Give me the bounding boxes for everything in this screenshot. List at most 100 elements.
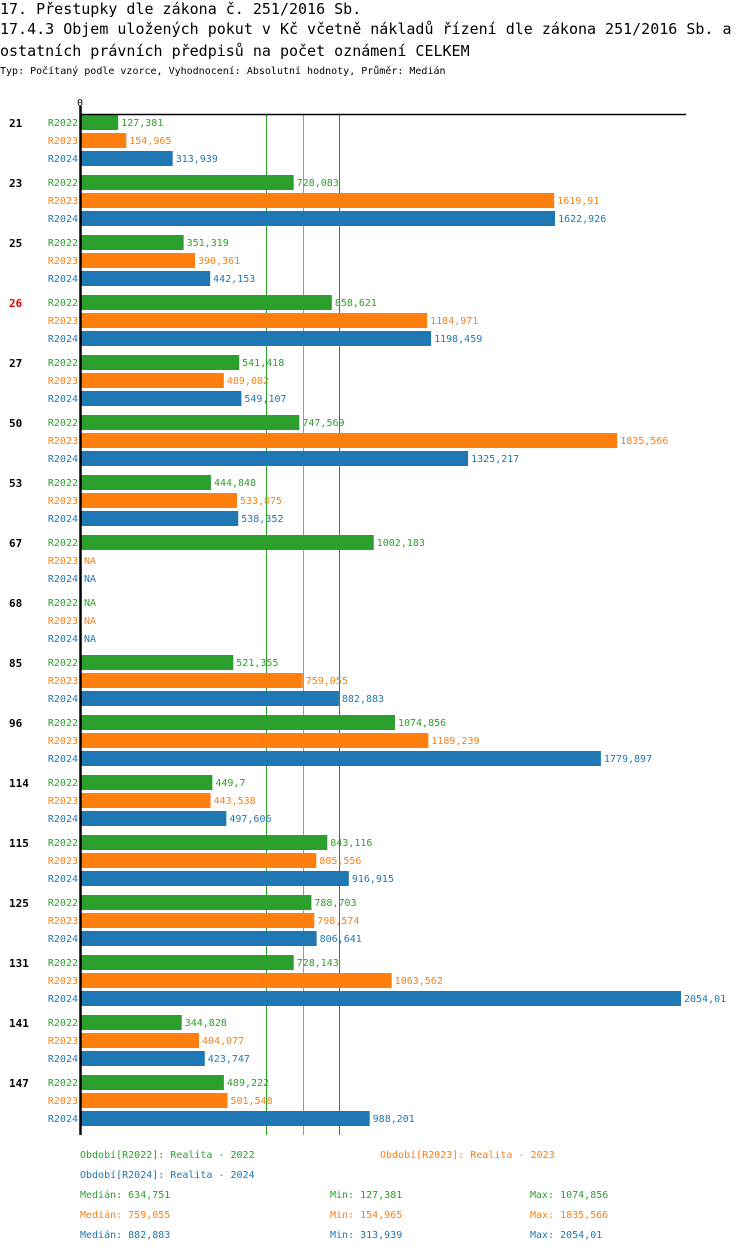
value-label: 423,747 xyxy=(208,1054,250,1065)
bar xyxy=(81,433,618,448)
value-label: 806,641 xyxy=(320,934,362,945)
series-label: R2022 xyxy=(48,238,78,249)
legend-min-r2022: Min: 127,381 xyxy=(330,1190,403,1201)
bar xyxy=(81,493,237,508)
series-label: R2022 xyxy=(48,178,78,189)
series-label: R2024 xyxy=(48,454,78,465)
bar xyxy=(81,673,303,688)
bar xyxy=(81,175,294,190)
value-label: 858,621 xyxy=(335,298,377,309)
bar xyxy=(81,835,328,850)
value-label: NA xyxy=(84,574,96,585)
series-label: R2024 xyxy=(48,1114,78,1125)
value-label: 442,153 xyxy=(213,274,255,285)
bar xyxy=(81,415,300,430)
category-label: 25 xyxy=(9,237,22,250)
value-label: 521,355 xyxy=(236,658,278,669)
series-label: R2022 xyxy=(48,298,78,309)
value-label: 882,883 xyxy=(342,694,384,705)
chart-title-line1: 17.4.3 Objem uložených pokut v Kč včetně… xyxy=(0,20,732,38)
series-label: R2024 xyxy=(48,574,78,585)
series-label: R2022 xyxy=(48,478,78,489)
bar xyxy=(81,811,227,826)
series-label: R2023 xyxy=(48,796,78,807)
bar xyxy=(81,715,395,730)
value-label: 728,083 xyxy=(297,178,339,189)
bar xyxy=(81,235,184,250)
category-label: 26 xyxy=(9,297,23,310)
series-label: R2024 xyxy=(48,814,78,825)
bar xyxy=(81,511,239,526)
value-label: 444,848 xyxy=(214,478,256,489)
series-label: R2024 xyxy=(48,634,78,645)
bar xyxy=(81,193,555,208)
category-label: 141 xyxy=(9,1017,29,1030)
category-label: 50 xyxy=(9,417,22,430)
category-label: 131 xyxy=(9,957,29,970)
series-label: R2023 xyxy=(48,496,78,507)
value-label: 1002,183 xyxy=(377,538,425,549)
value-label: 549,107 xyxy=(244,394,286,405)
series-label: R2022 xyxy=(48,658,78,669)
value-label: 344,828 xyxy=(185,1018,227,1029)
category-label: 67 xyxy=(9,537,22,550)
bar xyxy=(81,955,294,970)
series-label: R2023 xyxy=(48,976,78,987)
bar xyxy=(81,1051,205,1066)
category-label: 96 xyxy=(9,717,23,730)
series-label: R2022 xyxy=(48,1078,78,1089)
value-label: 747,569 xyxy=(302,418,344,429)
bar xyxy=(81,691,339,706)
series-label: R2024 xyxy=(48,1054,78,1065)
series-label: R2024 xyxy=(48,394,78,405)
bar xyxy=(81,751,601,766)
bar xyxy=(81,733,429,748)
bar xyxy=(81,451,469,466)
series-label: R2023 xyxy=(48,1096,78,1107)
value-label: 541,418 xyxy=(242,358,284,369)
legend-min-r2023: Min: 154,965 xyxy=(330,1210,403,1221)
value-label: 759,055 xyxy=(306,676,348,687)
bar xyxy=(81,313,428,328)
value-label: 788,703 xyxy=(314,898,356,909)
value-label: 351,319 xyxy=(187,238,229,249)
series-label: R2023 xyxy=(48,556,78,567)
series-label: R2022 xyxy=(48,358,78,369)
value-label: NA xyxy=(84,556,96,567)
value-label: 1779,897 xyxy=(604,754,652,765)
series-label: R2023 xyxy=(48,736,78,747)
bar xyxy=(81,391,242,406)
value-label: 313,939 xyxy=(176,154,218,165)
value-label: 1325,217 xyxy=(471,454,519,465)
series-label: R2023 xyxy=(48,676,78,687)
category-label: 68 xyxy=(9,597,22,610)
legend-median-r2023: Medián: 759,055 xyxy=(80,1210,171,1221)
bar xyxy=(81,373,224,388)
category-label: 21 xyxy=(9,117,23,130)
series-label: R2024 xyxy=(48,874,78,885)
series-label: R2022 xyxy=(48,118,78,129)
chart-title-line2: ostatních právních předpisů na počet ozn… xyxy=(0,42,470,60)
series-label: R2022 xyxy=(48,898,78,909)
value-label: 1184,971 xyxy=(430,316,478,327)
series-label: R2022 xyxy=(48,838,78,849)
value-label: 533,875 xyxy=(240,496,282,507)
bar xyxy=(81,793,211,808)
value-label: NA xyxy=(84,634,96,645)
bar xyxy=(81,115,119,130)
series-label: R2024 xyxy=(48,754,78,765)
value-label: 443,538 xyxy=(214,796,256,807)
series-label: R2024 xyxy=(48,334,78,345)
bar xyxy=(81,973,392,988)
bar xyxy=(81,1075,224,1090)
bar xyxy=(81,655,234,670)
series-label: R2024 xyxy=(48,694,78,705)
value-label: 489,082 xyxy=(227,376,269,387)
bar xyxy=(81,991,681,1006)
series-label: R2022 xyxy=(48,418,78,429)
bar xyxy=(81,1015,182,1030)
legend-max-r2023: Max: 1835,566 xyxy=(530,1210,609,1221)
legend-period-r2024: Období[R2024]: Realita - 2024 xyxy=(80,1170,255,1181)
bar xyxy=(81,1093,228,1108)
